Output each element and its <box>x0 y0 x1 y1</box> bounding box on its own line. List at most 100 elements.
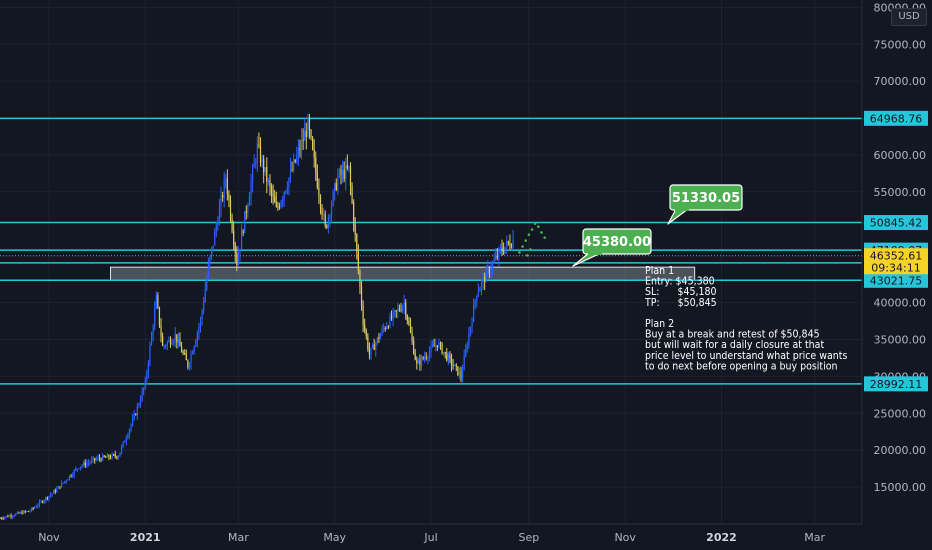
candle-body <box>147 362 150 373</box>
candle-body <box>419 360 421 366</box>
time-axis: Nov 2021 Mar May Jul Sep Nov 2022 Mar <box>38 531 825 544</box>
projection-dot <box>526 254 529 257</box>
candle-body <box>288 177 290 189</box>
candle-body <box>341 170 344 175</box>
candle-body <box>465 348 467 356</box>
price-callout[interactable]: 45380.00 <box>572 228 652 267</box>
candle-body <box>146 372 148 381</box>
candle-body <box>207 263 209 278</box>
candle-body <box>81 465 83 467</box>
candle-body <box>357 251 359 271</box>
candle-body <box>507 241 509 243</box>
candle-body <box>326 225 328 228</box>
candle-body <box>476 295 478 301</box>
candle-body <box>141 391 143 401</box>
current-price-bg <box>864 248 928 275</box>
candle-body <box>335 183 337 190</box>
candle-body <box>113 454 115 456</box>
candle-body <box>359 270 361 287</box>
candle-body <box>192 352 194 354</box>
candle-body <box>461 369 464 378</box>
candle-body <box>65 480 67 482</box>
candle-body <box>408 320 410 325</box>
candle-body <box>43 500 45 503</box>
candle-body <box>12 516 14 518</box>
candle-body <box>321 207 323 216</box>
candle-body <box>409 324 412 333</box>
candle-body <box>72 475 74 477</box>
level-label-bg <box>864 215 928 231</box>
candle-body <box>152 326 154 335</box>
candle-body <box>70 475 72 477</box>
candle-body <box>406 315 408 321</box>
horizontal-levels <box>0 117 862 385</box>
candle-body <box>496 255 498 258</box>
time-tick-label: 2021 <box>130 531 161 544</box>
price-callout[interactable]: 51330.05 <box>667 184 743 225</box>
candle-body <box>491 262 494 270</box>
candle-body <box>263 158 265 173</box>
candle-body <box>302 139 304 141</box>
candle-body <box>405 302 407 316</box>
candle-body <box>162 336 164 346</box>
candle-body <box>307 117 309 137</box>
candle-body <box>455 364 457 367</box>
callouts: 51330.05 45380.00 <box>572 184 743 267</box>
candle-body <box>330 204 333 217</box>
candle-body <box>92 458 94 460</box>
candle-body <box>177 338 179 343</box>
candle-body <box>150 334 153 346</box>
candle-body <box>311 137 314 149</box>
candle-body <box>56 488 58 493</box>
candle-body <box>305 131 307 137</box>
candle-body <box>212 245 214 248</box>
candle-body <box>40 501 42 503</box>
candle-body <box>100 458 102 461</box>
candle-body <box>98 457 101 459</box>
candle-body <box>444 351 446 353</box>
candle-body <box>468 333 470 346</box>
level-label-bg <box>864 376 928 392</box>
candle-body <box>480 281 483 289</box>
candle-body <box>487 268 489 270</box>
level-label-bg <box>864 110 928 126</box>
candle-body <box>435 345 437 347</box>
time-axis-panel[interactable] <box>0 524 932 550</box>
candle-body <box>277 206 279 208</box>
candle-body <box>23 511 25 514</box>
candle-body <box>229 200 232 219</box>
support-zone <box>110 266 696 281</box>
candle-body <box>174 334 176 341</box>
candle-body <box>270 186 273 194</box>
candle-body <box>73 470 75 476</box>
candle-body <box>466 345 468 349</box>
candle-body <box>433 345 435 347</box>
candle-body <box>272 193 274 197</box>
candle-body <box>509 242 511 247</box>
time-tick-label: Mar <box>228 531 249 544</box>
projection-dot <box>530 228 534 231</box>
candle-body <box>291 169 293 171</box>
level-label: 50845.42 <box>870 217 923 230</box>
candle-body <box>266 167 268 182</box>
candle-body <box>64 481 66 483</box>
candle-body <box>267 180 269 182</box>
candle-body <box>485 269 487 283</box>
candle-body <box>160 325 162 337</box>
candle-body <box>329 216 331 218</box>
candle-body <box>381 328 383 335</box>
candle-body <box>449 354 451 358</box>
candle-body <box>125 438 127 442</box>
candle-body <box>297 148 299 155</box>
candle-body <box>264 167 266 173</box>
candle-body <box>457 366 459 376</box>
note-line: SL: $45,180 <box>645 286 717 298</box>
candle-body <box>498 248 500 258</box>
currency-button[interactable]: USD <box>891 8 927 26</box>
candle-body <box>179 338 181 347</box>
candle-body <box>495 255 497 260</box>
candle-body <box>258 143 260 146</box>
candle-body <box>400 310 402 312</box>
candle-body <box>46 497 48 499</box>
